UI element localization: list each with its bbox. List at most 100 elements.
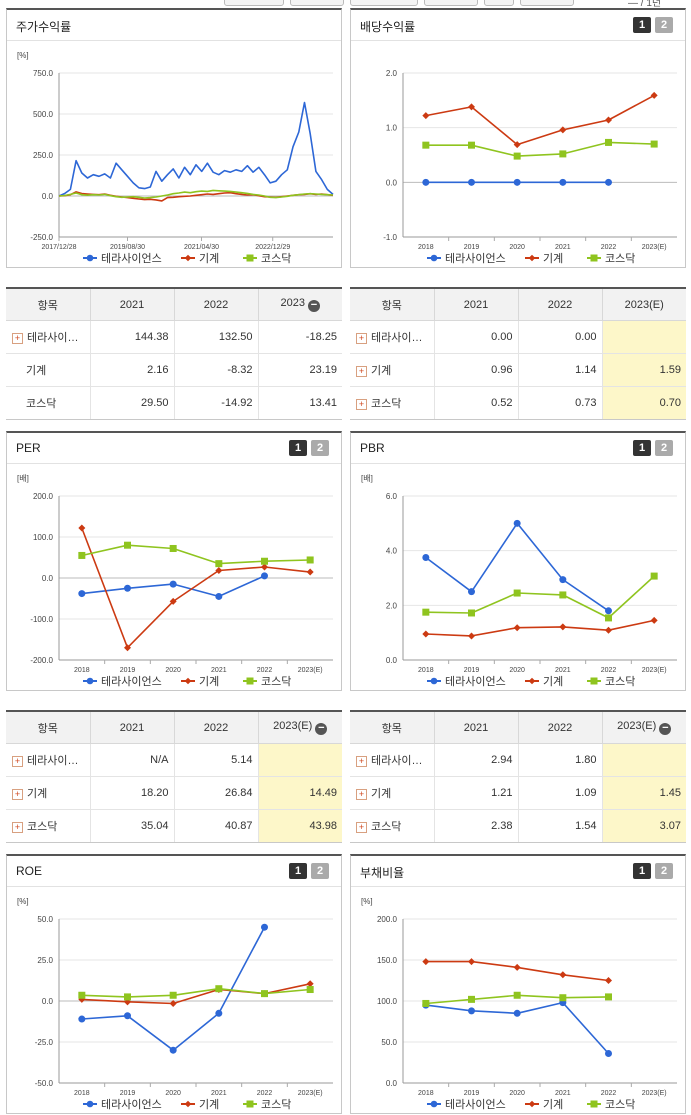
data-point [468,178,475,186]
row-label: 코스닥 [26,398,57,410]
page-2-button[interactable]: 2 [311,863,329,879]
legend-label: 기계 [543,1098,563,1111]
expand-plus-icon[interactable]: + [356,398,367,410]
table-row: + 테라사이… 144.38 132.50 -18.25 [6,320,342,354]
expand-plus-icon[interactable]: + [356,755,367,767]
page-1-button[interactable]: 1 [633,17,651,33]
legend-item: 기계 [525,675,563,688]
per-panel: PER 1 2 [배] 200.0 100.0 0.0 -100.0 -200.0 2018… [6,431,342,691]
legend-item: 코스닥 [243,252,291,265]
data-point [513,1009,521,1017]
page-1-button[interactable]: 1 [289,440,307,456]
legend-label: 기계 [199,675,219,688]
legend-item: 코스닥 [587,1098,635,1111]
expand-plus-icon[interactable]: + [12,755,23,767]
pbr-panel: PBR 1 2 [배] 6.0 4.0 2.0 0.0 2018 2019 2020 2021 2… [350,431,686,691]
y-tick-label: 100.0 [33,533,54,542]
x-tick-label: 2019 [120,667,136,674]
legend-marker [430,254,438,262]
collapse-minus-icon[interactable]: − [315,723,328,735]
column-header: 2022 [173,712,258,744]
page-2-button[interactable]: 2 [655,863,673,879]
data-point [215,567,223,575]
column-header: 항목 [350,712,434,744]
expand-plus-icon[interactable]: + [12,788,23,800]
page-1-button[interactable]: 1 [633,440,651,456]
y-tick-label: 0.0 [42,192,54,201]
x-tick-label: 2022/12/29 [255,244,290,251]
y-tick-label: 6.0 [386,492,398,501]
expand-plus-icon[interactable]: + [356,332,367,344]
legend-marker [590,677,598,685]
legend-item: 기계 [181,675,219,688]
top-strip-text: — / 1년 [628,0,662,9]
legend-label: 테라사이언스 [445,252,506,265]
page-2-button[interactable]: 2 [655,17,673,33]
expand-plus-icon[interactable]: + [356,788,367,800]
page-2-button[interactable]: 2 [655,440,673,456]
data-point [78,995,86,1003]
column-header-label: 2022 [547,721,573,734]
x-tick-label: 2023(E) [642,667,667,674]
data-point [124,1012,131,1020]
table-cell [601,320,686,354]
data-point [78,551,86,559]
y-tick-label: 50.0 [381,1038,397,1047]
data-point [513,991,521,999]
series-line-mach [425,619,655,637]
y-tick-label: 100.0 [377,997,398,1006]
legend-label: 테라사이언스 [101,1098,162,1111]
column-header-label: 2021 [463,298,489,311]
toolbar-button[interactable] [520,0,574,6]
legend-item: 기계 [181,252,219,265]
column-header-label: 2023(E) [617,720,657,732]
data-point [124,584,131,592]
legend-marker [430,1100,438,1108]
table-cell: 40.87 [173,809,258,842]
panel-title: 주가수익률 [16,20,72,34]
table-row: 코스닥 29.50 -14.92 13.41 [6,386,342,419]
column-header-label: 2022 [203,298,229,311]
legend-label: 테라사이언스 [445,675,506,688]
x-tick-label: 2022 [257,1090,273,1097]
row-label-cell: + 코스닥 [350,810,434,843]
row-label: 코스닥 [371,398,402,410]
page-1-button[interactable]: 1 [633,863,651,879]
row-label-cell: + 기계 [350,353,434,387]
expand-plus-icon[interactable]: + [356,365,367,377]
column-header-label: 2021 [119,298,145,311]
pbr-chart: [배] 6.0 4.0 2.0 0.0 2018 2019 2020 2021 2022 2023(… [361,474,677,688]
page-1-button[interactable]: 1 [289,863,307,879]
legend-label: 테라사이언스 [101,252,162,265]
row-label-cell: + 기계 [350,776,434,810]
data-point [650,616,658,624]
stock-return-panel: 주가수익률 [%] 750.0 500.0 250.0 0.0 -250.0 2017/12… [6,8,342,268]
series-line-kosdaq [81,544,311,565]
dividend-yield-table: 항목 2021 2022 2023(E) + 테라사이… 0.00 0.00 + 기계 0.96 1.… [350,287,686,420]
toolbar-button[interactable] [290,0,344,6]
column-header: 2022 [517,712,602,744]
toolbar-button[interactable] [424,0,478,6]
legend-label: 코스닥 [261,1098,291,1111]
expand-plus-icon[interactable]: + [12,821,23,833]
x-tick-label: 2020 [509,667,525,674]
y-tick-label: 500.0 [33,110,54,119]
legend-marker [590,1100,598,1108]
expand-plus-icon[interactable]: + [356,821,367,833]
table-cell: 0.96 [433,353,518,387]
table-cell: 2.38 [433,809,518,842]
collapse-minus-icon[interactable]: − [659,723,672,735]
y-tick-label: 2.0 [386,69,398,78]
data-point [215,1009,223,1017]
toolbar-button[interactable] [484,0,514,6]
toolbar-button[interactable] [224,0,284,6]
page-2-button[interactable]: 2 [311,440,329,456]
data-point [559,178,567,186]
toolbar-button[interactable] [350,0,418,6]
legend-marker [246,1100,254,1108]
per-table: 항목 2021 2022 2023(E) − + 테라사이… N/A 5.14 + 기계 18.20 2… [6,710,342,843]
collapse-minus-icon[interactable]: − [307,300,320,312]
expand-plus-icon[interactable]: + [12,332,23,344]
x-tick-label: 2022 [601,244,617,251]
panel-header: 배당수익률 1 2 [351,10,685,41]
